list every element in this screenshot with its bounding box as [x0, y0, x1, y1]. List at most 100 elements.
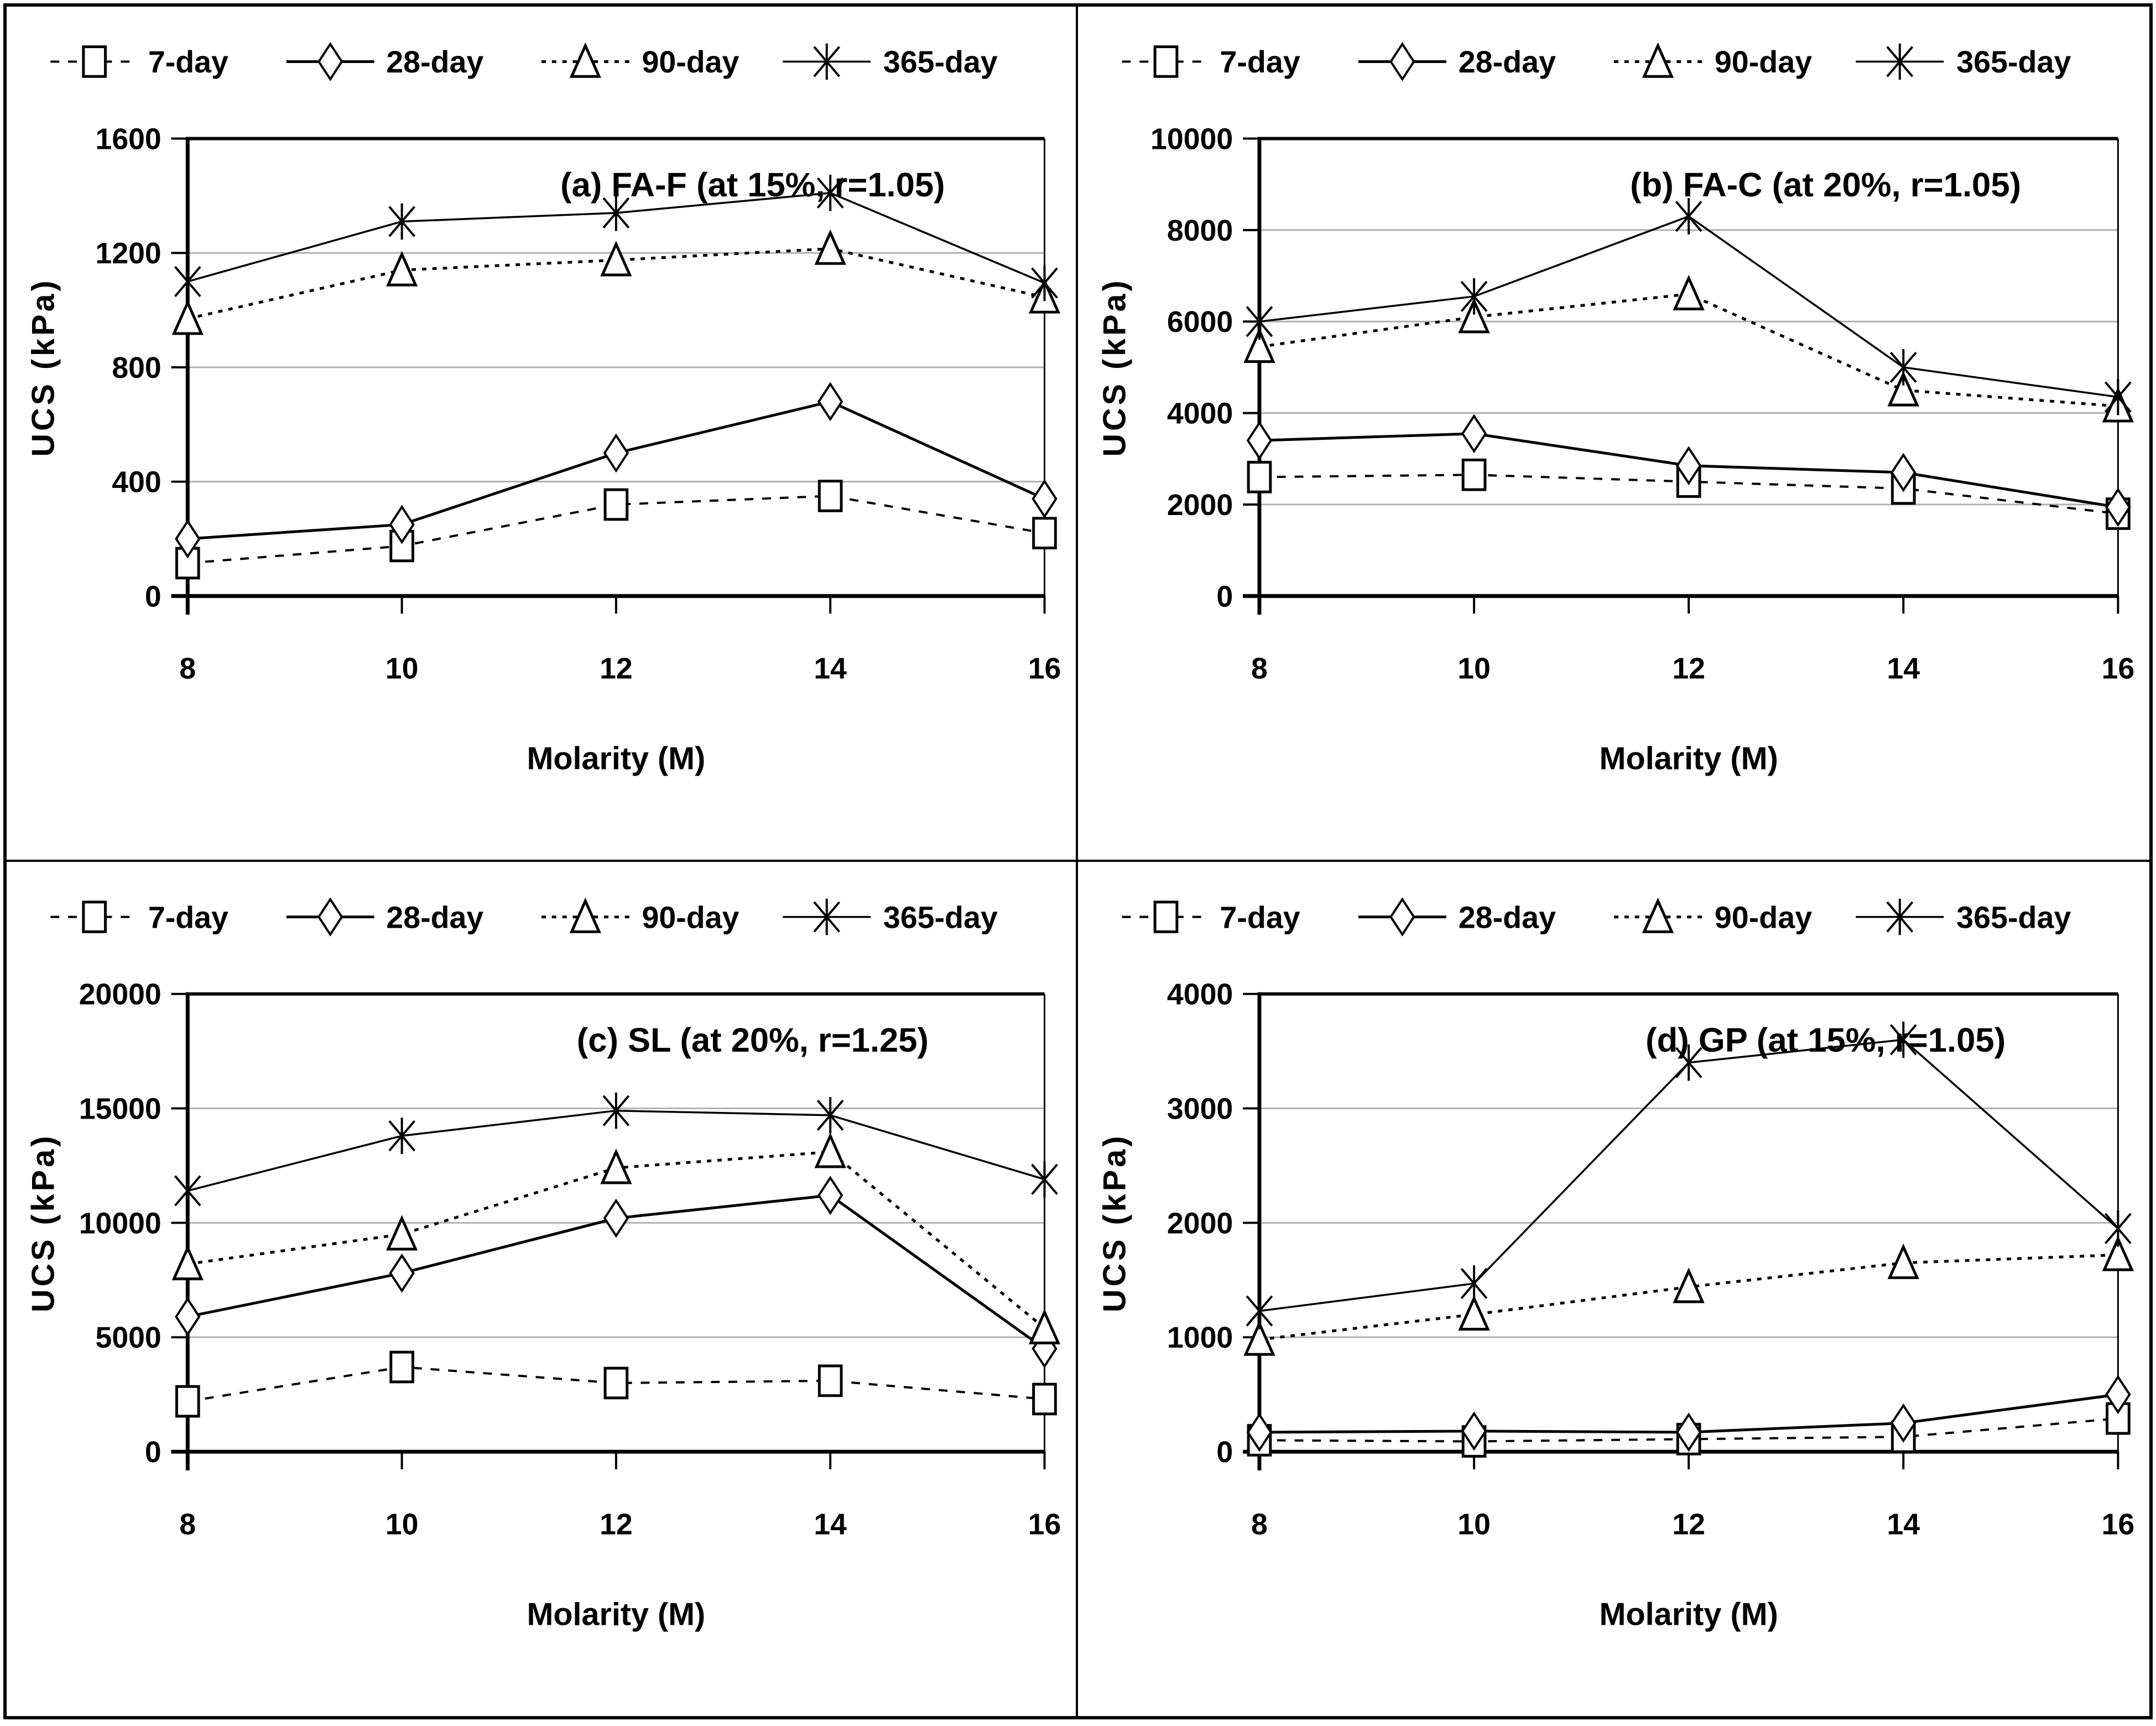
star-marker: [816, 1097, 844, 1134]
y-axis-label: UCS (kPa): [25, 1134, 61, 1313]
x-tick-label: 12: [1672, 1508, 1705, 1541]
y-tick-label: 8000: [1167, 214, 1233, 247]
series-markers-365-day: [174, 1093, 1058, 1209]
x-tick-label: 8: [1251, 652, 1268, 685]
star-marker: [1460, 278, 1488, 315]
legend-item-28-day: 28-day: [1358, 41, 1556, 81]
star-marker: [1031, 1161, 1058, 1198]
y-tick-label: 20000: [79, 978, 162, 1011]
series-markers-7-day: [175, 480, 1057, 580]
y-tick-label: 6000: [1167, 305, 1233, 339]
star-marker: [388, 1117, 415, 1155]
chart-panel-d: 0 1000 2000 3000 4000 8 10 12 14 16 (d) GP (at 15%…: [1078, 862, 2149, 1716]
triangle-marker: [1243, 1320, 1275, 1356]
legend-item-365-day: 365-day: [783, 43, 998, 80]
star-marker: [602, 1093, 630, 1129]
series-markers-28-day: [1246, 414, 2131, 527]
diamond-marker: [175, 519, 201, 559]
triangle-marker: [1887, 1244, 1919, 1280]
y-tick-label: 10000: [79, 1207, 162, 1240]
series-markers-365-day: [1246, 1022, 2132, 1329]
x-tick-label: 16: [2102, 1508, 2135, 1541]
legend-item-90-day: 90-day: [541, 42, 739, 79]
diamond-marker: [817, 1176, 843, 1215]
legend-label: 7-day: [148, 45, 228, 79]
triangle-marker: [814, 229, 846, 265]
diamond-marker: [1461, 1411, 1487, 1451]
legend-label: 365-day: [883, 45, 998, 79]
x-tick-label: 14: [1887, 1508, 1920, 1541]
legend-label: 7-day: [1220, 901, 1300, 935]
star-marker: [1246, 303, 1273, 340]
y-tick-label: 2000: [1167, 488, 1233, 522]
square-marker: [1247, 461, 1272, 493]
x-tick-label: 10: [386, 652, 419, 685]
legend-label: 7-day: [148, 901, 228, 935]
series-markers-28-day: [175, 1176, 1058, 1369]
legend-item-28-day: 28-day: [286, 41, 483, 81]
legend-item-90-day: 90-day: [541, 897, 740, 935]
star-marker: [2104, 378, 2132, 415]
triangle-marker: [569, 897, 601, 934]
y-tick-label: 400: [112, 466, 161, 499]
x-tick-label: 12: [600, 1508, 633, 1541]
x-tick-label: 10: [1457, 652, 1491, 685]
legend-item-7-day: 7-day: [1122, 45, 1300, 79]
legend-label: 365-day: [1956, 901, 2071, 935]
y-tick-label: 3000: [1167, 1093, 1233, 1126]
triangle-marker: [600, 241, 632, 277]
y-tick-label: 0: [1216, 580, 1233, 613]
x-tick-label: 8: [179, 652, 196, 685]
y-tick-label: 2000: [1167, 1207, 1233, 1240]
x-tick-label: 16: [2102, 652, 2135, 685]
legend: 7-day 28-day 90-day 365-day: [50, 41, 998, 81]
square-marker: [82, 901, 107, 934]
diamond-marker: [389, 505, 415, 544]
legend-item-365-day: 365-day: [783, 899, 998, 935]
x-tick-label: 14: [1887, 652, 1920, 685]
x-axis-label: Molarity (M): [1599, 1597, 1778, 1633]
triangle-marker: [1673, 274, 1705, 310]
series-line-7-day: [187, 1366, 1045, 1403]
diamond-marker: [1461, 414, 1487, 454]
triangle-marker: [569, 42, 601, 78]
legend-item-28-day: 28-day: [1358, 897, 1556, 937]
series-markers-90-day: [1243, 274, 2134, 423]
star-marker: [1675, 198, 1702, 235]
star-marker: [1886, 43, 1914, 80]
series-markers-90-day: [171, 229, 1061, 335]
y-axis-label: UCS (kPa): [25, 278, 61, 456]
series-line-7-day: [188, 495, 1045, 564]
x-axis-label: Molarity (M): [527, 1597, 706, 1633]
series-markers-365-day: [174, 174, 1058, 301]
triangle-marker: [1243, 327, 1275, 363]
square-marker: [603, 488, 629, 521]
star-marker: [388, 203, 415, 240]
diamond-marker: [1389, 41, 1415, 81]
panel-title: (b) FA-C (at 20%, r=1.05): [1630, 166, 2021, 204]
y-tick-label: 15000: [79, 1093, 162, 1126]
y-tick-label: 1000: [1167, 1322, 1233, 1355]
x-tick-label: 10: [386, 1508, 419, 1541]
x-tick-label: 16: [1028, 652, 1061, 685]
square-marker: [1032, 517, 1057, 550]
legend-label: 90-day: [642, 45, 739, 79]
series-markers-90-day: [1243, 1235, 2134, 1356]
series-markers-28-day: [1246, 1375, 2131, 1452]
triangle-marker: [171, 1245, 204, 1281]
legend-item-365-day: 365-day: [1856, 43, 2071, 80]
diamond-marker: [603, 1199, 629, 1239]
star-marker: [1886, 899, 1914, 935]
plot-svg-d: 0 1000 2000 3000 4000 8 10 12 14 16 (d) GP (at 15%…: [1097, 897, 2135, 1633]
plot-svg-c: 0 5000 10000 15000 20000 8 10 12 14 16 (c) SL (at …: [25, 897, 1061, 1633]
diamond-marker: [389, 1254, 415, 1293]
legend-item-7-day: 7-day: [50, 45, 228, 79]
triangle-marker: [814, 1132, 846, 1168]
diamond-marker: [175, 1297, 201, 1337]
star-marker: [1246, 1293, 1273, 1329]
legend: 7-day 28-day 90-day 365-day: [1122, 41, 2071, 81]
x-tick-label: 10: [1457, 1508, 1491, 1541]
legend-label: 28-day: [1459, 901, 1556, 935]
star-marker: [1889, 1022, 1917, 1058]
y-tick-label: 4000: [1167, 397, 1233, 430]
